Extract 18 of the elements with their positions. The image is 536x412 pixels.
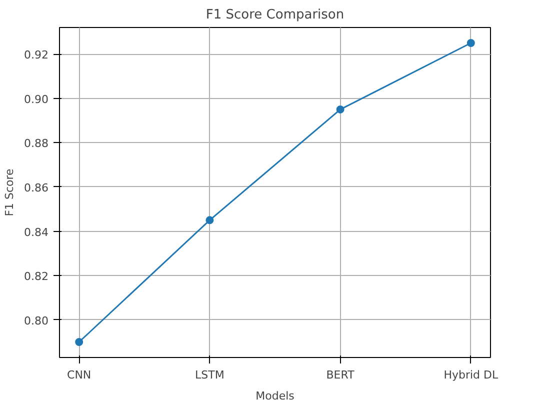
x-axis-title: Models <box>256 390 295 402</box>
point <box>466 39 475 47</box>
point <box>336 105 344 114</box>
point <box>206 216 214 224</box>
x-tick-label: BERT <box>326 368 355 382</box>
x-tick-label: LSTM <box>195 368 224 382</box>
y-tick-label: 0.82 <box>24 270 49 284</box>
x-tick-label: Hybrid DL <box>444 368 499 382</box>
y-tick-label: 0.86 <box>24 181 49 194</box>
y-tick-label: 0.84 <box>24 226 49 239</box>
x-tick-label: CNN <box>67 368 92 382</box>
y-axis-title: F1 Score <box>3 168 16 216</box>
y-tick-label: 0.88 <box>24 137 49 150</box>
y-tick-label: 0.92 <box>24 48 49 62</box>
y-tick-label: 0.80 <box>24 314 49 328</box>
y-tick-label: 0.90 <box>24 92 49 106</box>
point <box>75 338 84 346</box>
chart-title: F1 Score Comparison <box>206 8 344 22</box>
